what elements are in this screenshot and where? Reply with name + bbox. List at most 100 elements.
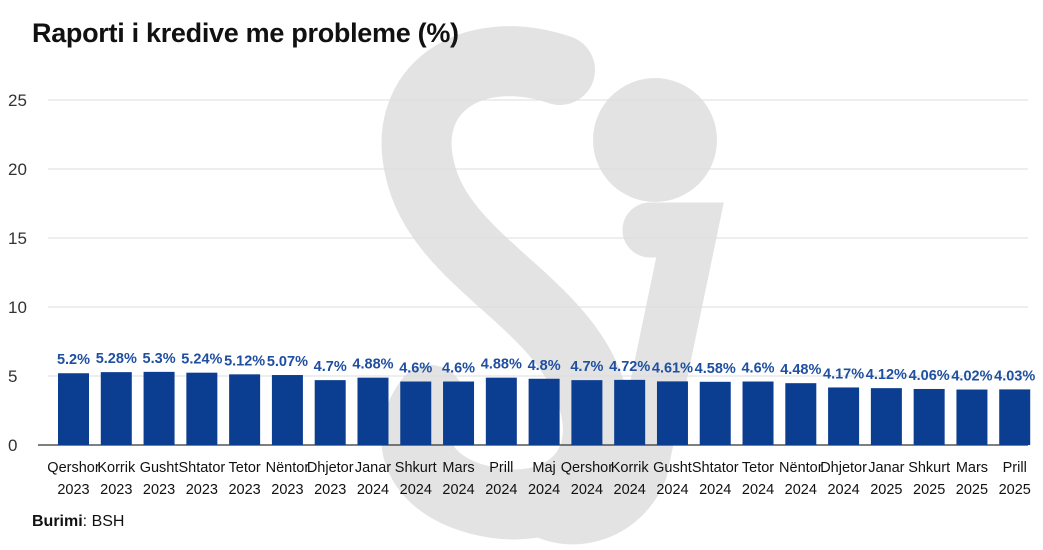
chart-title: Raporti i kredive me probleme (%)	[32, 18, 459, 48]
y-tick-label: 20	[8, 160, 27, 179]
x-tick-label-month: Prill	[489, 460, 513, 476]
data-label: 4.58%	[695, 361, 736, 377]
y-tick-label: 15	[8, 229, 27, 248]
x-tick-label-year: 2025	[956, 482, 988, 498]
y-tick-label: 5	[8, 367, 17, 386]
bar	[271, 375, 303, 445]
x-tick-label-year: 2024	[400, 482, 432, 498]
x-tick-label-month: Shtator	[178, 460, 225, 476]
bar	[58, 373, 89, 445]
x-tick-label-year: 2023	[271, 482, 303, 498]
bar	[742, 381, 774, 445]
x-tick-label-year: 2023	[314, 482, 346, 498]
data-label: 5.12%	[224, 353, 265, 369]
data-labels: 5.2% 5.28% 5.3% 5.24% 5.12% 5.07% 4.7% 4.88% 4.6…	[57, 351, 1035, 385]
x-tick-label-month: Korrik	[611, 460, 650, 476]
x-tick-label-month: Tetor	[229, 460, 261, 476]
bar	[785, 383, 817, 445]
bar	[400, 381, 432, 445]
bar	[229, 374, 261, 445]
x-tick-label-month: Janar	[868, 460, 904, 476]
x-tick-label-month: Shkurt	[908, 460, 950, 476]
data-label: 4.7%	[570, 359, 603, 375]
bar	[614, 379, 646, 445]
x-tick-label-month: Korrik	[97, 460, 136, 476]
x-tick-label-year: 2024	[656, 482, 688, 498]
x-tick-label-year: 2025	[999, 482, 1031, 498]
x-tick-label-month: Shtator	[692, 460, 739, 476]
x-tick-label-year: 2023	[186, 482, 218, 498]
bar	[571, 380, 603, 445]
x-tick-label-year: 2023	[100, 482, 132, 498]
x-tick-label-year: 2024	[614, 482, 646, 498]
data-label: 4.72%	[609, 359, 650, 375]
data-label: 5.3%	[143, 351, 176, 367]
x-tick-label-month: Gusht	[140, 460, 179, 476]
data-label: 5.28%	[96, 351, 137, 367]
x-tick-label-year: 2024	[571, 482, 603, 498]
data-label: 4.02%	[951, 369, 992, 385]
bar	[870, 388, 902, 445]
data-label: 4.6%	[399, 361, 432, 377]
data-label: 5.24%	[181, 352, 222, 368]
x-axis-labels: Qershor2023Korrik2023Gusht2023Shtator202…	[47, 460, 1031, 498]
x-tick-label-year: 2024	[785, 482, 817, 498]
x-tick-label-year: 2024	[699, 482, 731, 498]
x-tick-label-year: 2024	[827, 482, 859, 498]
x-tick-label-month: Tetor	[742, 460, 774, 476]
bar	[828, 387, 860, 445]
data-label: 4.88%	[481, 357, 522, 373]
bar	[999, 389, 1031, 445]
x-tick-label-year: 2023	[57, 482, 89, 498]
y-tick-label: 25	[8, 91, 27, 110]
bar	[913, 388, 945, 445]
x-tick-label-month: Mars	[442, 460, 474, 476]
x-tick-label-month: Shkurt	[395, 460, 437, 476]
x-tick-label-year: 2024	[528, 482, 560, 498]
data-label: 4.12%	[866, 367, 907, 383]
source-value: : BSH	[82, 513, 125, 530]
y-tick-label: 10	[8, 298, 27, 317]
data-label: 5.2%	[57, 352, 90, 368]
bar	[485, 377, 517, 445]
bar	[314, 380, 346, 445]
x-tick-label-year: 2024	[442, 482, 474, 498]
x-tick-label-month: Dhjetor	[307, 460, 354, 476]
data-label: 4.03%	[994, 368, 1035, 384]
x-tick-label-year: 2025	[870, 482, 902, 498]
x-tick-label-month: Qershor	[561, 460, 614, 476]
y-axis-ticks: 0 5 10 15 20 25	[8, 91, 27, 455]
bar	[699, 381, 731, 445]
x-tick-label-month: Dhjetor	[820, 460, 867, 476]
x-tick-label-month: Maj	[532, 460, 555, 476]
bars	[58, 371, 1031, 445]
data-label: 4.88%	[352, 357, 393, 373]
x-tick-label-year: 2025	[913, 482, 945, 498]
x-tick-label-month: Gusht	[653, 460, 692, 476]
x-tick-label-year: 2024	[485, 482, 517, 498]
source-label: Burimi	[32, 513, 83, 530]
y-tick-label: 0	[8, 436, 17, 455]
watermark-logo	[381, 26, 724, 545]
x-tick-label-year: 2024	[357, 482, 389, 498]
x-tick-label-month: Nëntor	[779, 460, 823, 476]
bar	[186, 372, 218, 445]
x-tick-label-month: Janar	[355, 460, 391, 476]
data-label: 5.07%	[267, 354, 308, 370]
data-label: 4.48%	[780, 362, 821, 378]
bar	[656, 381, 688, 445]
data-label: 4.06%	[909, 368, 950, 384]
data-label: 4.6%	[442, 361, 475, 377]
data-label: 4.17%	[823, 366, 864, 382]
bar	[956, 389, 988, 445]
bar	[443, 381, 475, 445]
data-label: 4.7%	[314, 359, 347, 375]
x-tick-label-month: Prill	[1003, 460, 1027, 476]
x-tick-label-month: Nëntor	[266, 460, 310, 476]
source-note: Burimi: BSH	[32, 513, 124, 531]
bar	[143, 371, 175, 445]
bar	[100, 372, 132, 445]
x-tick-label-year: 2024	[742, 482, 774, 498]
data-label: 4.61%	[652, 360, 693, 376]
